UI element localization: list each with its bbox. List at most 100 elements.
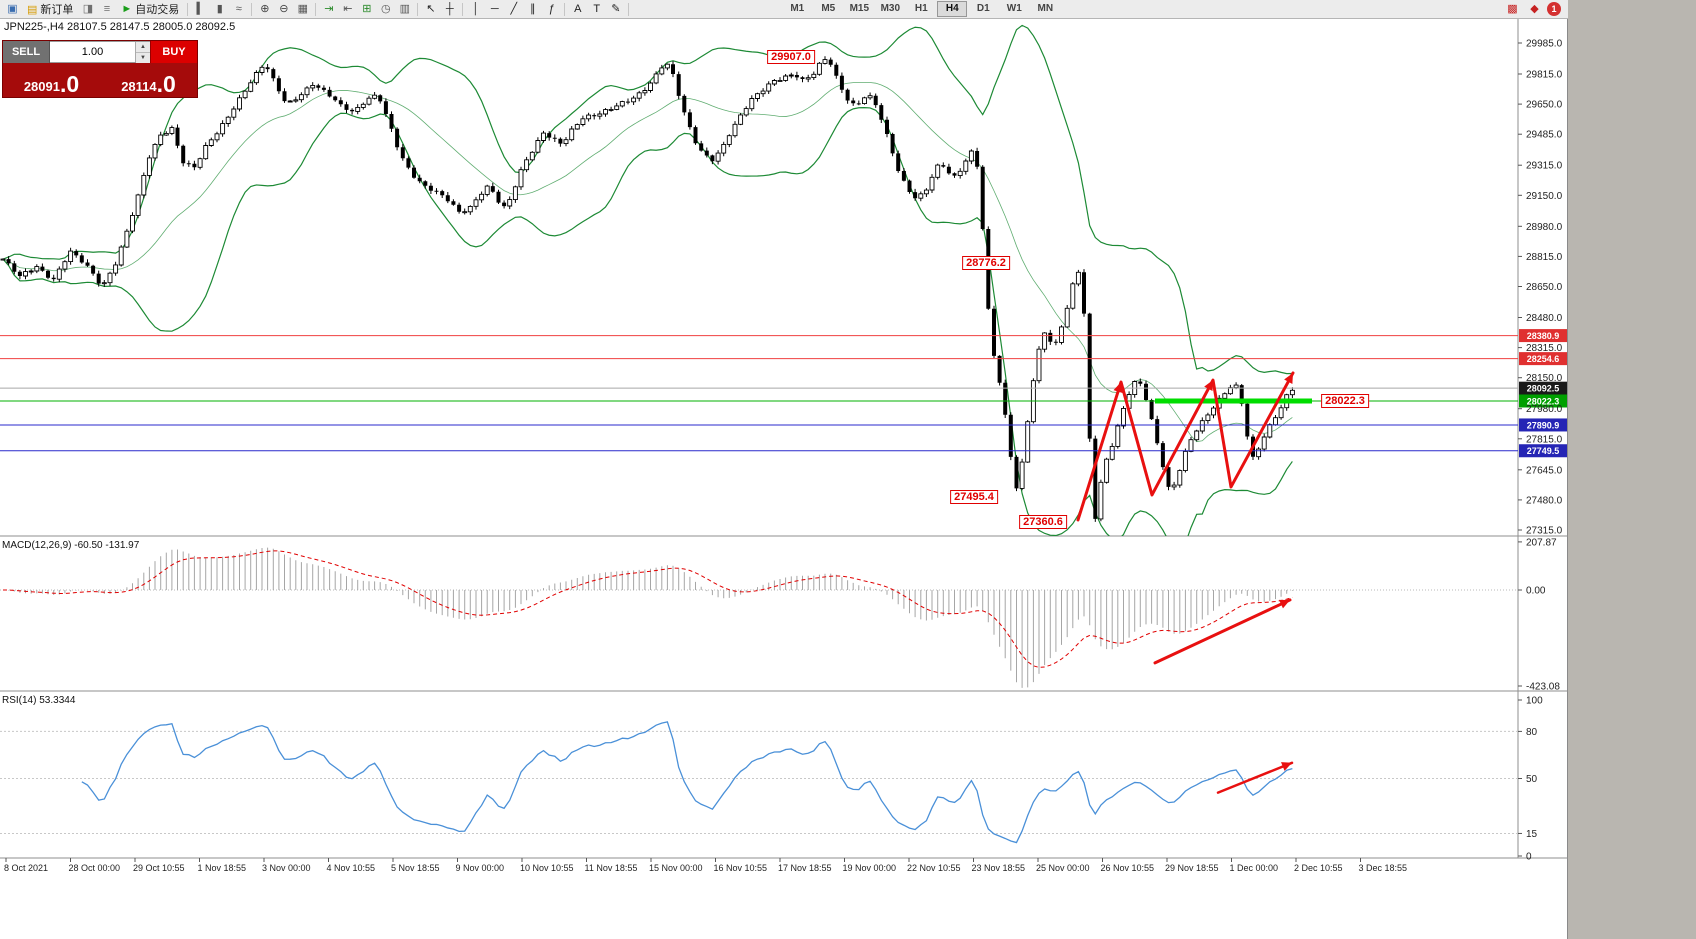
cursor-icon[interactable]: ↖ xyxy=(426,3,436,15)
price-axis-label: 29815.0 xyxy=(1526,70,1563,81)
time-axis-label: 28 Oct 00:00 xyxy=(69,863,121,873)
time-axis-label: 25 Nov 00:00 xyxy=(1036,863,1090,873)
timeframe-h1[interactable]: H1 xyxy=(914,3,928,14)
timeframe-w1[interactable]: W1 xyxy=(1006,3,1022,14)
trend-arrow[interactable] xyxy=(1216,761,1294,794)
text-icon[interactable]: A xyxy=(574,3,582,15)
toolbar-separator xyxy=(251,2,253,16)
toolbar-separator xyxy=(187,2,189,16)
time-axis-label: 9 Nov 00:00 xyxy=(456,863,505,873)
horizontal-line-icon[interactable]: ─ xyxy=(490,3,499,15)
new-chart-icon[interactable]: ▣ xyxy=(7,3,18,15)
price-callout[interactable]: 27360.6 xyxy=(1019,514,1067,529)
time-axis-label: 26 Nov 10:55 xyxy=(1101,863,1155,873)
alerts-icon[interactable]: ◆ xyxy=(1530,3,1539,15)
toolbar-separator xyxy=(315,2,317,16)
sell-button[interactable]: SELL xyxy=(3,41,50,63)
rsi-header: RSI(14) 53.3344 xyxy=(2,695,76,706)
timeframe-d1[interactable]: D1 xyxy=(976,3,990,14)
toolbar-separator xyxy=(564,2,566,16)
auto-trading-icon: ► xyxy=(121,3,133,15)
bid-price-main: 28091 xyxy=(23,79,60,94)
macd-histogram xyxy=(8,547,1293,688)
line-chart-type-icon[interactable]: ≈ xyxy=(235,3,242,15)
bar-chart-type-icon[interactable]: ▍ xyxy=(196,3,206,15)
price-callout[interactable]: 28022.3 xyxy=(1321,393,1369,408)
time-axis-label: 22 Nov 10:55 xyxy=(907,863,961,873)
price-axis-label: 27980.0 xyxy=(1526,404,1563,415)
macd-signal-line xyxy=(2,550,1293,668)
macd-header: MACD(12,26,9) -60.50 -131.97 xyxy=(2,540,140,551)
price-axis-badge xyxy=(1519,381,1567,395)
quantity-down-icon[interactable]: ▼ xyxy=(136,53,150,63)
indicators-icon[interactable]: ⊞ xyxy=(362,3,372,15)
price-axis-badge-label: 28092.5 xyxy=(1527,384,1560,394)
chart-plot-area[interactable]: 28380.9 28254.6 28092.5 28022.3 27890.9 27749… xyxy=(0,0,1568,939)
market-watch-icon[interactable]: ≡ xyxy=(103,3,111,15)
price-callout[interactable]: 29907.0 xyxy=(767,50,815,65)
price-axis-label: 28980.0 xyxy=(1526,222,1563,233)
auto-trading-button-label: 自动交易 xyxy=(135,4,180,16)
time-axis-label: 2 Dec 10:55 xyxy=(1294,863,1343,873)
timeframe-h4[interactable]: H4 xyxy=(937,1,968,17)
time-axis-label: 3 Nov 00:00 xyxy=(262,863,311,873)
new-order-icon: ▤ xyxy=(27,3,38,16)
time-axis-label: 1 Nov 18:55 xyxy=(198,863,247,873)
periods-icon[interactable]: ◷ xyxy=(380,3,391,15)
quantity-value[interactable]: 1.00 xyxy=(81,46,104,58)
timeframe-m5[interactable]: M5 xyxy=(821,3,836,14)
price-callout[interactable]: 28776.2 xyxy=(962,256,1010,271)
price-axis-label: 27645.0 xyxy=(1526,465,1563,476)
chart-profiles-icon[interactable]: ◨ xyxy=(82,3,94,15)
rsi-axis-label: 80 xyxy=(1526,727,1538,738)
time-axis-label: 10 Nov 10:55 xyxy=(520,863,574,873)
tile-windows-icon[interactable]: ▦ xyxy=(297,3,308,15)
draw-arrow-icon[interactable]: ✎ xyxy=(611,3,621,15)
crosshair-icon[interactable]: ┼ xyxy=(445,3,454,15)
trend-arrow[interactable] xyxy=(1076,371,1295,522)
rsi-indicator xyxy=(81,721,1293,844)
price-axis-label: 29650.0 xyxy=(1526,100,1563,111)
price-axis-badge xyxy=(1519,352,1567,366)
timeframe-m1[interactable]: M1 xyxy=(790,3,805,14)
price-axis-label: 28480.0 xyxy=(1526,313,1563,324)
templates-icon[interactable]: ▥ xyxy=(399,3,410,15)
new-order-button[interactable]: ▤ 新订单 xyxy=(22,1,78,17)
trend-arrow-head xyxy=(1204,380,1213,392)
price-axis-label: 29150.0 xyxy=(1526,191,1563,202)
toolbar-left-group: ▣ ▤ 新订单 ◨ ≡ ► 自动交易 ▍ ▮ ≈ ⊕ ⊖ ▦ ⇥ ⇤ ⊞ ◷ ▥ ↖ ┼ │ ─ ╱ ∥ ƒ A T ✎ xyxy=(3,1,632,17)
community-icon[interactable]: ▩ xyxy=(1507,3,1518,15)
chart-shift-icon[interactable]: ⇤ xyxy=(343,3,353,15)
candlestick-chart-type-icon[interactable]: ▮ xyxy=(216,3,223,15)
timeframe-mn[interactable]: MN xyxy=(1037,3,1054,14)
buy-button[interactable]: BUY xyxy=(150,41,197,63)
price-axis-badge xyxy=(1519,418,1567,432)
ask-price[interactable]: 28114 .0 xyxy=(100,63,197,97)
price-axis-label: 28650.0 xyxy=(1526,282,1563,293)
trend-arrow[interactable] xyxy=(1153,598,1292,665)
timeframe-m15[interactable]: M15 xyxy=(849,3,870,14)
quantity-stepper[interactable]: 1.00 ▲ ▼ xyxy=(50,41,150,63)
price-axis-badge xyxy=(1519,329,1567,343)
trendline-icon[interactable]: ╱ xyxy=(510,3,518,15)
vertical-line-icon[interactable]: │ xyxy=(472,3,480,15)
price-callout[interactable]: 27495.4 xyxy=(950,490,998,505)
quantity-up-icon[interactable]: ▲ xyxy=(136,42,150,53)
price-axis-badge-label: 28254.6 xyxy=(1527,354,1560,364)
bid-price[interactable]: 28091 .0 xyxy=(3,63,100,97)
price-axis-label: 28315.0 xyxy=(1526,343,1563,354)
auto-scroll-icon[interactable]: ⇥ xyxy=(324,3,334,15)
toolbar-separator xyxy=(462,2,464,16)
time-axis-label: 8 Oct 2021 xyxy=(4,863,48,873)
zoom-in-icon[interactable]: ⊕ xyxy=(260,3,270,15)
time-axis-label: 29 Nov 18:55 xyxy=(1165,863,1219,873)
notifications-badge[interactable]: 1 xyxy=(1547,2,1561,16)
equidistant-channel-icon[interactable]: ∥ xyxy=(530,3,536,15)
auto-trading-button[interactable]: ► 自动交易 xyxy=(116,1,184,17)
fibonacci-icon[interactable]: ƒ xyxy=(548,3,555,15)
toolbar: ▣ ▤ 新订单 ◨ ≡ ► 自动交易 ▍ ▮ ≈ ⊕ ⊖ ▦ ⇥ ⇤ ⊞ ◷ ▥ ↖ ┼ │ ─ ╱ ∥ ƒ A T ✎ M1 M5 M1… xyxy=(0,0,1568,19)
zoom-out-icon[interactable]: ⊖ xyxy=(279,3,289,15)
text-label-icon[interactable]: T xyxy=(593,3,601,15)
timeframe-m30[interactable]: M30 xyxy=(880,3,901,14)
